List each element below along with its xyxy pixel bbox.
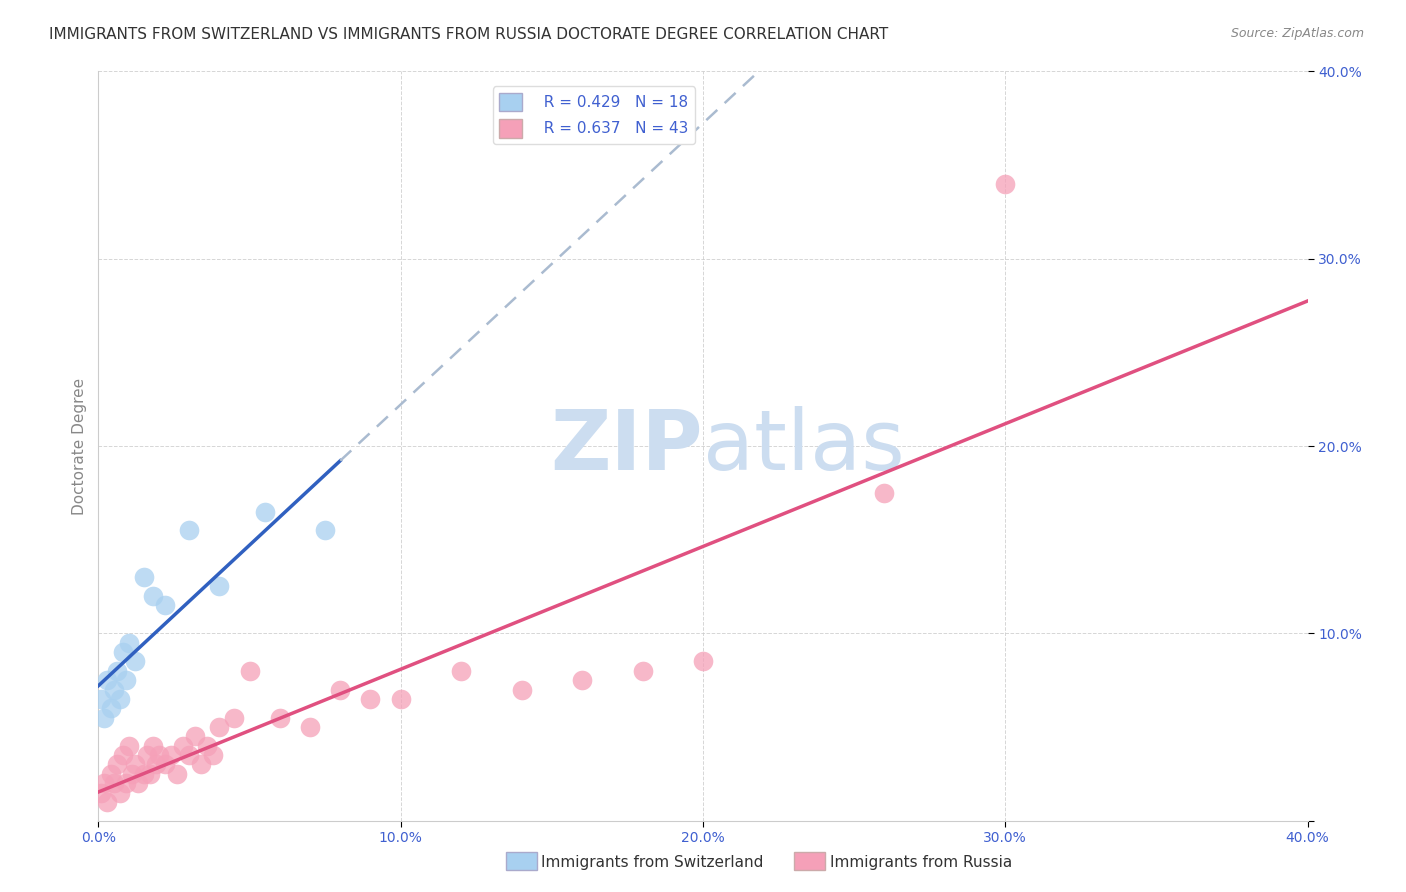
Point — [96, 673, 118, 688]
Point — [631, 664, 654, 678]
Point — [124, 655, 146, 669]
Point — [299, 720, 322, 734]
Point — [360, 692, 382, 706]
Point — [93, 776, 115, 790]
Point — [153, 599, 176, 613]
Point — [132, 570, 155, 584]
Point — [239, 664, 262, 678]
Point — [389, 692, 412, 706]
Point — [105, 664, 128, 678]
Point — [142, 589, 165, 603]
Text: Immigrants from Russia: Immigrants from Russia — [830, 855, 1012, 870]
Point — [127, 776, 149, 790]
Point — [103, 682, 125, 697]
Point — [93, 710, 115, 724]
Point — [195, 739, 218, 753]
Point — [314, 524, 336, 538]
Text: Immigrants from Switzerland: Immigrants from Switzerland — [541, 855, 763, 870]
Point — [873, 486, 896, 500]
Point — [994, 177, 1017, 191]
Point — [190, 757, 212, 772]
Point — [108, 692, 131, 706]
Point — [108, 786, 131, 800]
Point — [253, 505, 276, 519]
Point — [179, 524, 201, 538]
Point — [121, 767, 143, 781]
Y-axis label: Doctorate Degree: Doctorate Degree — [72, 377, 87, 515]
Point — [179, 747, 201, 762]
Point — [450, 664, 472, 678]
Point — [208, 580, 231, 594]
Point — [114, 776, 136, 790]
Point — [118, 739, 141, 753]
Point — [166, 767, 188, 781]
Point — [96, 795, 118, 809]
Point — [224, 710, 246, 724]
Point — [111, 747, 134, 762]
Point — [90, 786, 112, 800]
Point — [139, 767, 162, 781]
Point — [103, 776, 125, 790]
Point — [153, 757, 176, 772]
Point — [124, 757, 146, 772]
Point — [100, 701, 122, 715]
Legend:   R = 0.429   N = 18,   R = 0.637   N = 43: R = 0.429 N = 18, R = 0.637 N = 43 — [494, 87, 695, 144]
Point — [208, 720, 231, 734]
Point — [118, 635, 141, 649]
Point — [114, 673, 136, 688]
Text: ZIP: ZIP — [551, 406, 703, 486]
Point — [148, 747, 170, 762]
Text: atlas: atlas — [703, 406, 904, 486]
Point — [269, 710, 291, 724]
Point — [145, 757, 167, 772]
Point — [692, 655, 714, 669]
Point — [111, 645, 134, 659]
Point — [90, 692, 112, 706]
Point — [135, 747, 157, 762]
Point — [510, 682, 533, 697]
Point — [172, 739, 194, 753]
Point — [571, 673, 593, 688]
Point — [142, 739, 165, 753]
Point — [184, 730, 207, 744]
Point — [105, 757, 128, 772]
Point — [329, 682, 352, 697]
Text: Source: ZipAtlas.com: Source: ZipAtlas.com — [1230, 27, 1364, 40]
Point — [100, 767, 122, 781]
Point — [132, 767, 155, 781]
Point — [160, 747, 183, 762]
Point — [202, 747, 225, 762]
Text: IMMIGRANTS FROM SWITZERLAND VS IMMIGRANTS FROM RUSSIA DOCTORATE DEGREE CORRELATI: IMMIGRANTS FROM SWITZERLAND VS IMMIGRANT… — [49, 27, 889, 42]
